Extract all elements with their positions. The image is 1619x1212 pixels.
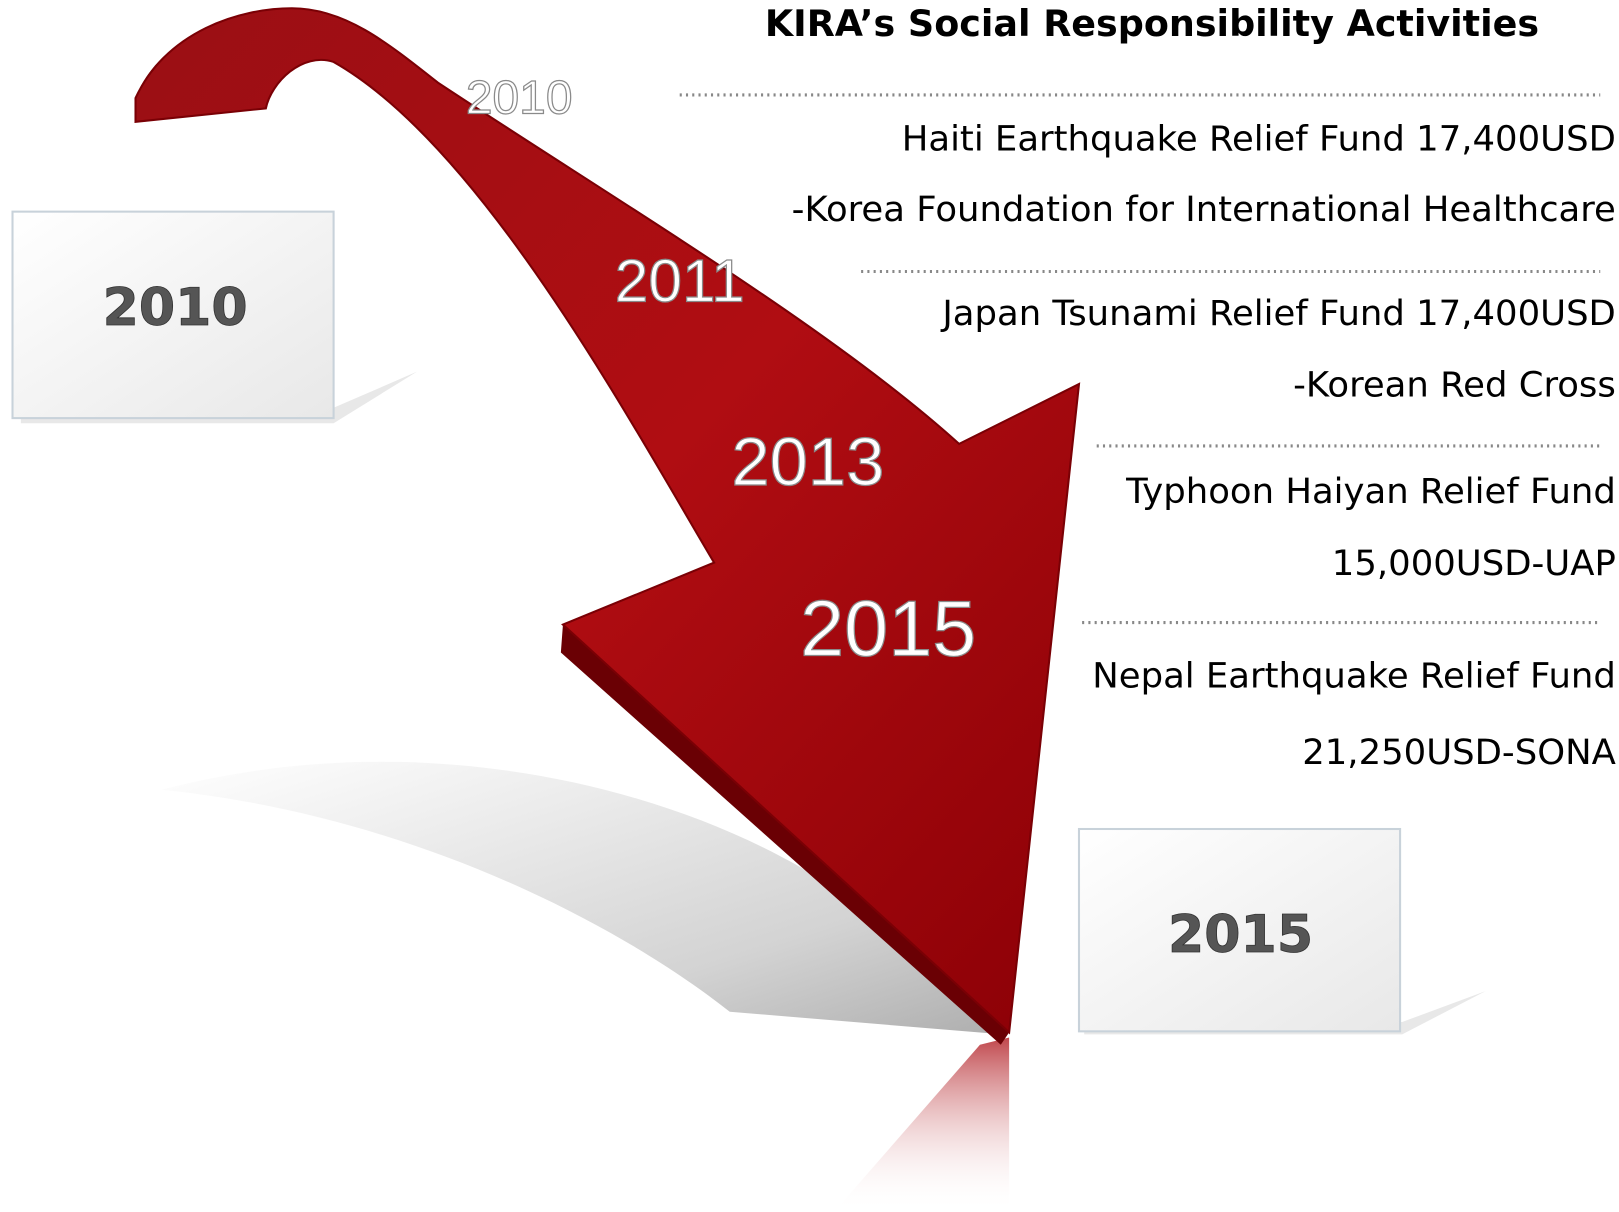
activity-line: Typhoon Haiyan Relief Fund <box>1125 471 1616 512</box>
end-year: 2015 <box>1168 905 1313 965</box>
start-year: 2010 <box>103 278 248 338</box>
activity-line: 15,000USD-UAP <box>1332 543 1616 584</box>
activity-line: Nepal Earthquake Relief Fund <box>1092 656 1616 697</box>
activity-line: -Korea Foundation for International Heal… <box>792 189 1616 230</box>
infographic: 2010 2011 2013 2015 2010 2015 KIRA’s Soc… <box>0 0 1619 1212</box>
activity-line: Japan Tsunami Relief Fund 17,400USD <box>940 293 1616 334</box>
activity-line: 21,250USD-SONA <box>1302 732 1616 773</box>
arrow-year: 2015 <box>800 585 976 673</box>
arrow-reflection <box>834 1038 1009 1212</box>
activity-line: Haiti Earthquake Relief Fund 17,400USD <box>902 119 1616 160</box>
activity-line: -Korean Red Cross <box>1293 365 1616 406</box>
arrow-year: 2010 <box>466 72 573 125</box>
title: KIRA’s Social Responsibility Activities <box>765 2 1539 45</box>
arrow-year: 2013 <box>731 424 884 501</box>
arrow-year: 2011 <box>615 248 745 315</box>
